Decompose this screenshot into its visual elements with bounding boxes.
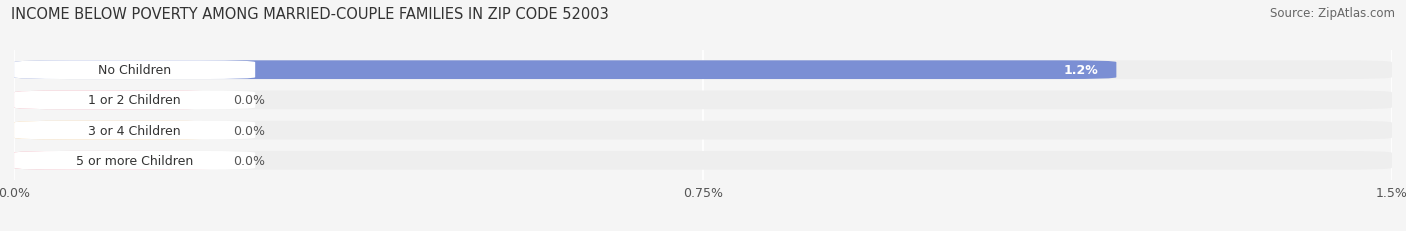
Text: 0.0%: 0.0% [233, 124, 264, 137]
FancyBboxPatch shape [14, 151, 1392, 170]
FancyBboxPatch shape [14, 121, 1392, 140]
FancyBboxPatch shape [14, 91, 1392, 110]
FancyBboxPatch shape [14, 121, 256, 140]
FancyBboxPatch shape [14, 91, 256, 110]
Text: 1.2%: 1.2% [1063, 64, 1098, 77]
Text: 0.0%: 0.0% [233, 154, 264, 167]
Text: 5 or more Children: 5 or more Children [76, 154, 193, 167]
FancyBboxPatch shape [14, 91, 219, 110]
Text: Source: ZipAtlas.com: Source: ZipAtlas.com [1270, 7, 1395, 20]
FancyBboxPatch shape [14, 61, 1392, 80]
Text: INCOME BELOW POVERTY AMONG MARRIED-COUPLE FAMILIES IN ZIP CODE 52003: INCOME BELOW POVERTY AMONG MARRIED-COUPL… [11, 7, 609, 22]
FancyBboxPatch shape [14, 151, 219, 170]
FancyBboxPatch shape [14, 61, 1116, 80]
FancyBboxPatch shape [14, 61, 256, 80]
FancyBboxPatch shape [14, 121, 219, 140]
Text: 1 or 2 Children: 1 or 2 Children [89, 94, 181, 107]
Text: 3 or 4 Children: 3 or 4 Children [89, 124, 181, 137]
Text: 0.0%: 0.0% [233, 94, 264, 107]
Text: No Children: No Children [98, 64, 172, 77]
FancyBboxPatch shape [14, 151, 256, 170]
